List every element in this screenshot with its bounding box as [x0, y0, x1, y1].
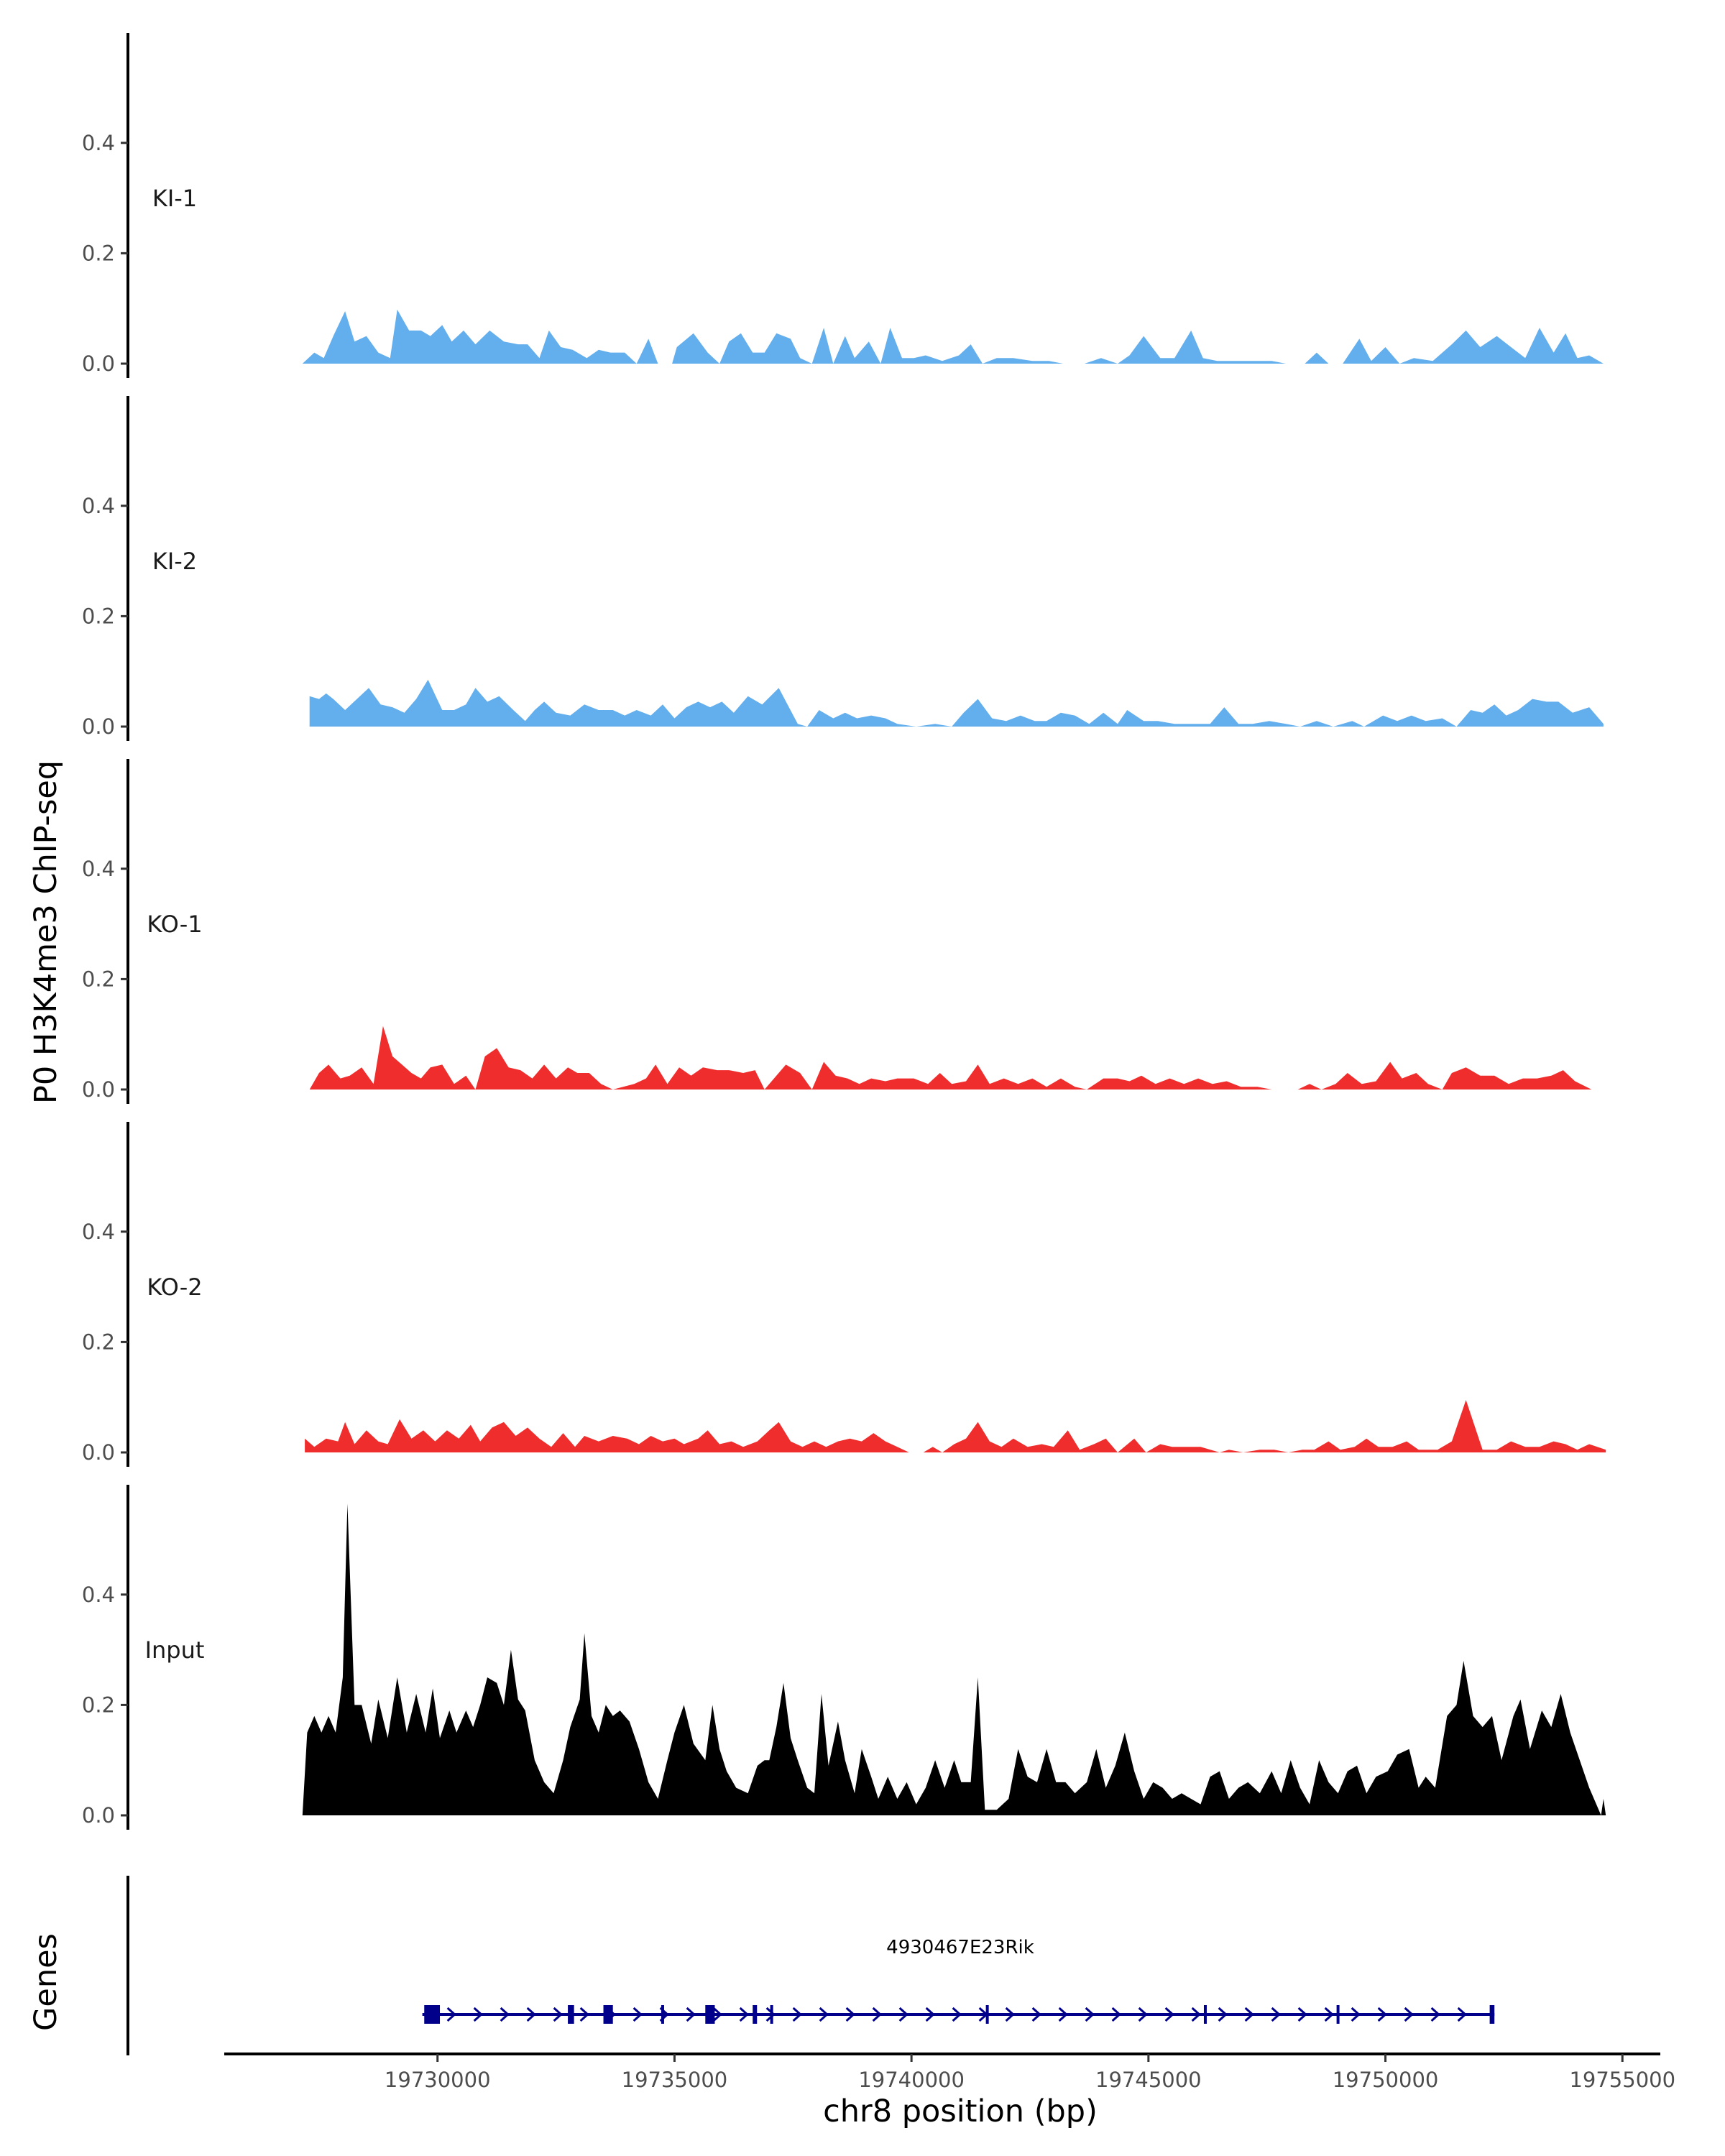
track-label: KO-1 — [147, 911, 202, 938]
strand-arrow — [872, 2007, 882, 2022]
coverage-area-ki-2 — [309, 679, 1604, 727]
strand-arrow — [1138, 2007, 1148, 2022]
coverage-area-ko-1 — [309, 1026, 1592, 1089]
gene-name-label: 4930467E23Rik — [886, 1937, 1034, 1958]
strand-arrow — [1244, 2007, 1254, 2022]
x-tick-label: 19745000 — [1095, 2068, 1202, 2092]
gene-exon-tick — [770, 2005, 773, 2024]
x-axis: 19730000 19735000 19740000 19745000 19750000… — [224, 2053, 1675, 2092]
y-tick-label: 0.4 — [82, 857, 115, 881]
x-tick-label: 19755000 — [1569, 2068, 1675, 2092]
track-label: KO-2 — [147, 1273, 202, 1301]
strand-arrow — [1324, 2007, 1334, 2022]
strand-arrow — [1457, 2007, 1467, 2022]
y-tick-label: 0.4 — [82, 1583, 115, 1607]
strand-arrow — [500, 2007, 510, 2022]
y-axis-title: P0 H3K4me3 ChIP-seq — [28, 760, 64, 1104]
gene-exon-tick — [661, 2005, 664, 2024]
y-tick-label: 0.0 — [82, 1077, 115, 1102]
strand-arrow — [925, 2007, 935, 2022]
strand-arrow — [686, 2007, 696, 2022]
strand-arrow — [1377, 2007, 1387, 2022]
coverage-area-ko-2 — [305, 1400, 1606, 1452]
x-tick-label: 19730000 — [385, 2068, 491, 2092]
y-tick-label: 0.4 — [82, 131, 115, 155]
y-tick-label: 0.0 — [82, 714, 115, 739]
x-axis-title: chr8 position (bp) — [823, 2093, 1098, 2129]
gene-panel: 4930467E23Rik — [126, 1876, 1495, 2055]
track-ko-2: 0.0 0.2 0.4 KO-2 — [82, 1122, 1606, 1467]
coverage-area-ki-1 — [302, 309, 1604, 364]
y-tick-label: 0.0 — [82, 1803, 115, 1828]
strand-arrow — [739, 2007, 749, 2022]
strand-arrow — [1085, 2007, 1095, 2022]
track-label: Input — [145, 1636, 205, 1664]
gene-exon-tick — [985, 2005, 989, 2024]
track-label: KI-1 — [152, 185, 197, 212]
strand-arrow — [473, 2007, 483, 2022]
strand-arrow — [632, 2007, 643, 2022]
strand-arrow — [1430, 2007, 1440, 2022]
strand-arrow — [1297, 2007, 1307, 2022]
y-tick-label: 0.2 — [82, 1330, 115, 1354]
x-tick-label: 19735000 — [622, 2068, 728, 2092]
track-ki-1: 0.0 0.2 0.4 KI-1 — [82, 33, 1604, 378]
strand-arrow — [1058, 2007, 1068, 2022]
strand-arrow — [553, 2007, 563, 2022]
gene-exon — [705, 2005, 715, 2024]
strand-arrow — [952, 2007, 962, 2022]
strand-arrow — [1218, 2007, 1228, 2022]
track-label: KI-2 — [152, 548, 197, 575]
track-input: 0.0 0.2 0.4 Input — [82, 1485, 1606, 1830]
strand-arrow — [845, 2007, 855, 2022]
strand-arrow — [898, 2007, 908, 2022]
gene-exon — [603, 2005, 613, 2024]
gene-exon-tick — [1336, 2005, 1340, 2024]
strand-arrow — [579, 2007, 589, 2022]
strand-arrow — [819, 2007, 829, 2022]
strand-arrow — [1031, 2007, 1041, 2022]
genes-panel-title: Genes — [28, 1933, 64, 2031]
track-ko-1: 0.0 0.2 0.4 KO-1 — [82, 759, 1592, 1104]
coverage-tracks: 0.00.20.4KI-10.00.20.4KI-20.00.20.4KO-10… — [82, 33, 1606, 1830]
gene-exon — [1489, 2005, 1495, 2024]
y-tick-label: 0.4 — [82, 1220, 115, 1244]
strand-arrow — [526, 2007, 536, 2022]
y-tick-label: 0.2 — [82, 241, 115, 265]
strand-arrow — [1164, 2007, 1174, 2022]
coverage-area-input — [302, 1503, 1606, 1815]
y-tick-label: 0.4 — [82, 494, 115, 518]
y-tick-label: 0.2 — [82, 1692, 115, 1717]
x-tick-label: 19750000 — [1333, 2068, 1439, 2092]
gene-exon — [426, 2005, 441, 2024]
gene-exon — [753, 2005, 758, 2024]
strand-arrow — [712, 2007, 722, 2022]
y-tick-label: 0.2 — [82, 967, 115, 991]
y-tick-label: 0.2 — [82, 604, 115, 628]
y-tick-label: 0.0 — [82, 1440, 115, 1465]
strand-arrow — [1404, 2007, 1414, 2022]
strand-arrow — [1191, 2007, 1201, 2022]
strand-arrow — [1005, 2007, 1015, 2022]
gene-exon — [568, 2005, 573, 2024]
strand-arrow — [792, 2007, 802, 2022]
strand-arrow — [765, 2007, 776, 2022]
gene-exon-tick — [1203, 2005, 1207, 2024]
strand-arrow — [446, 2007, 456, 2022]
strand-arrow — [1271, 2007, 1281, 2022]
strand-arrow — [1351, 2007, 1361, 2022]
strand-arrow — [1111, 2007, 1121, 2022]
track-ki-2: 0.0 0.2 0.4 KI-2 — [82, 396, 1604, 741]
y-tick-label: 0.0 — [82, 351, 115, 376]
x-tick-label: 19740000 — [858, 2068, 965, 2092]
